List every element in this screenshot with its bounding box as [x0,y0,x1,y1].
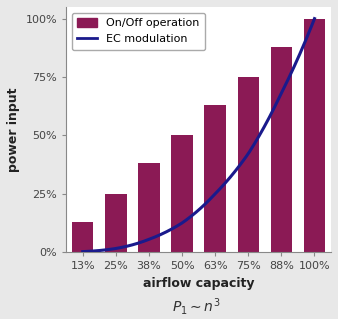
Bar [171,135,193,252]
Bar [238,77,259,252]
Bar [204,105,226,252]
X-axis label: airflow capacity: airflow capacity [143,277,255,290]
Text: $P_1 \sim n^3$: $P_1 \sim n^3$ [172,296,220,317]
Bar [105,194,127,252]
Bar [138,163,160,252]
Bar [304,19,325,252]
Bar [72,222,94,252]
Bar [271,47,292,252]
Y-axis label: power input: power input [7,87,20,172]
Legend: On/Off operation, EC modulation: On/Off operation, EC modulation [72,12,205,50]
